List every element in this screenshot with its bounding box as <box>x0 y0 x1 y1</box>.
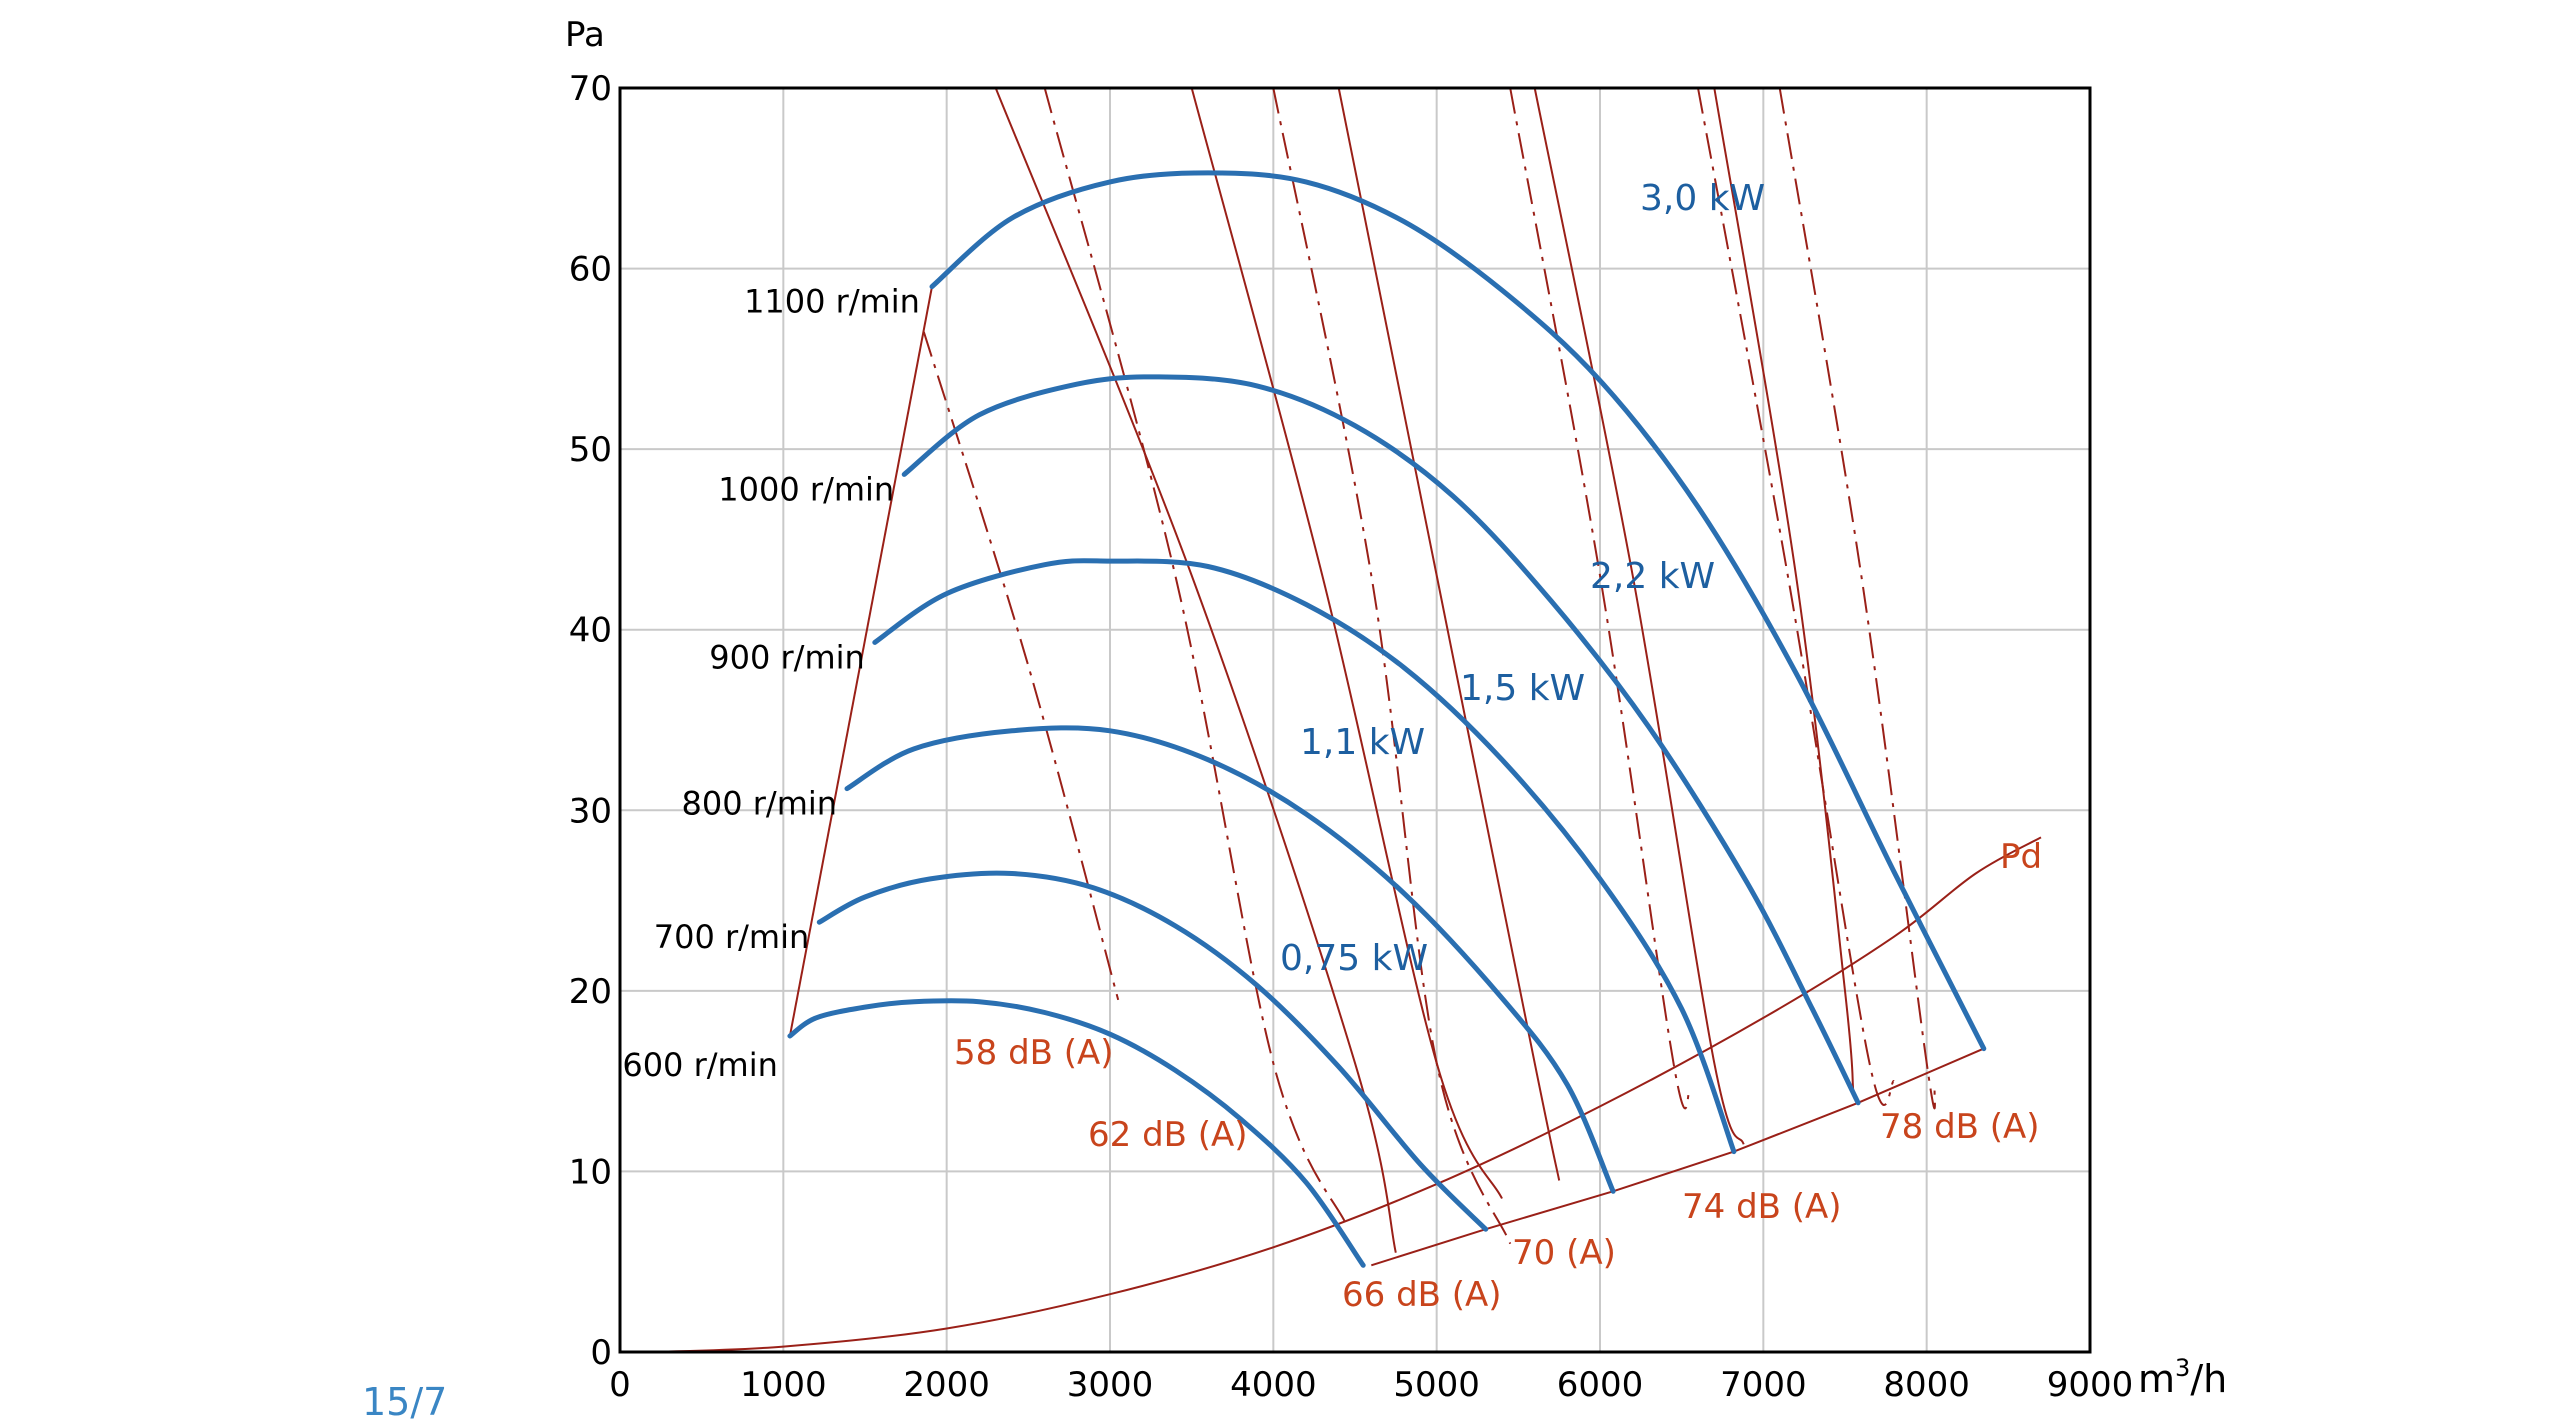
noise-label: 62 dB (A) <box>1088 1115 1248 1155</box>
x-axis-unit-sup: 3 <box>2175 1354 2190 1382</box>
x-tick-label: 8000 <box>1883 1365 1970 1405</box>
power-label: 0,75 kW <box>1280 938 1428 979</box>
speed-label: 700 r/min <box>654 918 810 956</box>
speed-label: 900 r/min <box>709 638 865 676</box>
power-label: 2,2 kW <box>1590 556 1715 597</box>
pd-label: Pd <box>2000 837 2042 877</box>
base-limit-line <box>1370 1047 1985 1267</box>
noise-line <box>1509 87 1691 1110</box>
page-number-label: 15/7 <box>362 1380 448 1424</box>
x-axis-unit: m3/h <box>2138 1354 2227 1401</box>
chart-lines <box>652 87 2042 1353</box>
noise-label: 58 dB (A) <box>954 1033 1114 1073</box>
chart-labels: 0 1000 2000 3000 4000 5000 6000 7000 8000 9000 0 10… <box>569 69 2134 1405</box>
speed-label: 800 r/min <box>682 785 838 823</box>
x-tick-label: 5000 <box>1393 1365 1480 1405</box>
noise-label: 66 dB (A) <box>1342 1275 1502 1315</box>
fan-speed-curve <box>901 374 1861 1106</box>
noise-line <box>1697 87 1895 1107</box>
power-line <box>994 87 1397 1253</box>
y-tick-label: 30 <box>569 791 612 831</box>
x-tick-label: 9000 <box>2047 1365 2134 1405</box>
speed-label: 1000 r/min <box>718 470 894 508</box>
y-tick-label: 70 <box>569 69 612 109</box>
noise-line <box>1272 87 1512 1245</box>
power-label: 1,1 kW <box>1300 722 1425 763</box>
power-line <box>1533 87 1745 1145</box>
x-tick-label: 1000 <box>740 1365 827 1405</box>
surge-limit-line <box>788 286 933 1037</box>
fan-speed-curve <box>787 998 1366 1268</box>
speed-label: 600 r/min <box>622 1046 778 1084</box>
y-tick-label: 20 <box>569 972 612 1012</box>
y-tick-label: 0 <box>590 1333 612 1373</box>
fan-speed-curve <box>816 870 1489 1232</box>
pd-curve <box>652 836 2042 1353</box>
x-tick-label: 4000 <box>1230 1365 1317 1405</box>
gridlines <box>620 88 2090 1352</box>
power-line <box>1713 87 1855 1091</box>
noise-label: 74 dB (A) <box>1682 1187 1842 1227</box>
noise-line <box>1043 87 1348 1227</box>
plot-frame <box>618 86 2092 1354</box>
x-axis-unit-base: m <box>2138 1357 2175 1401</box>
noise-line <box>1778 87 1936 1110</box>
speed-label: 1100 r/min <box>744 283 920 321</box>
power-line <box>1337 87 1561 1181</box>
x-tick-label: 3000 <box>1067 1365 1154 1405</box>
y-tick-label: 40 <box>569 611 612 651</box>
power-label: 3,0 kW <box>1640 178 1765 219</box>
power-line <box>1190 87 1503 1199</box>
y-tick-label: 60 <box>569 250 612 290</box>
x-tick-label: 6000 <box>1557 1365 1644 1405</box>
y-tick-label: 10 <box>569 1152 612 1192</box>
x-tick-label: 7000 <box>1720 1365 1807 1405</box>
fan-speed-curve <box>844 725 1616 1194</box>
y-tick-label: 50 <box>569 430 612 470</box>
fan-speed-curve <box>872 558 1737 1155</box>
noise-label: 70 (A) <box>1512 1233 1616 1273</box>
plot-border <box>618 86 2092 1354</box>
x-axis-unit-tail: /h <box>2190 1357 2227 1401</box>
x-tick-label: 2000 <box>903 1365 990 1405</box>
x-tick-label: 0 <box>609 1365 631 1405</box>
power-label: 1,5 kW <box>1460 668 1585 709</box>
noise-label: 78 dB (A) <box>1880 1107 2040 1147</box>
noise-line <box>922 331 1120 1001</box>
y-axis-unit: Pa <box>565 15 605 55</box>
fan-speed-curve <box>929 170 1987 1052</box>
